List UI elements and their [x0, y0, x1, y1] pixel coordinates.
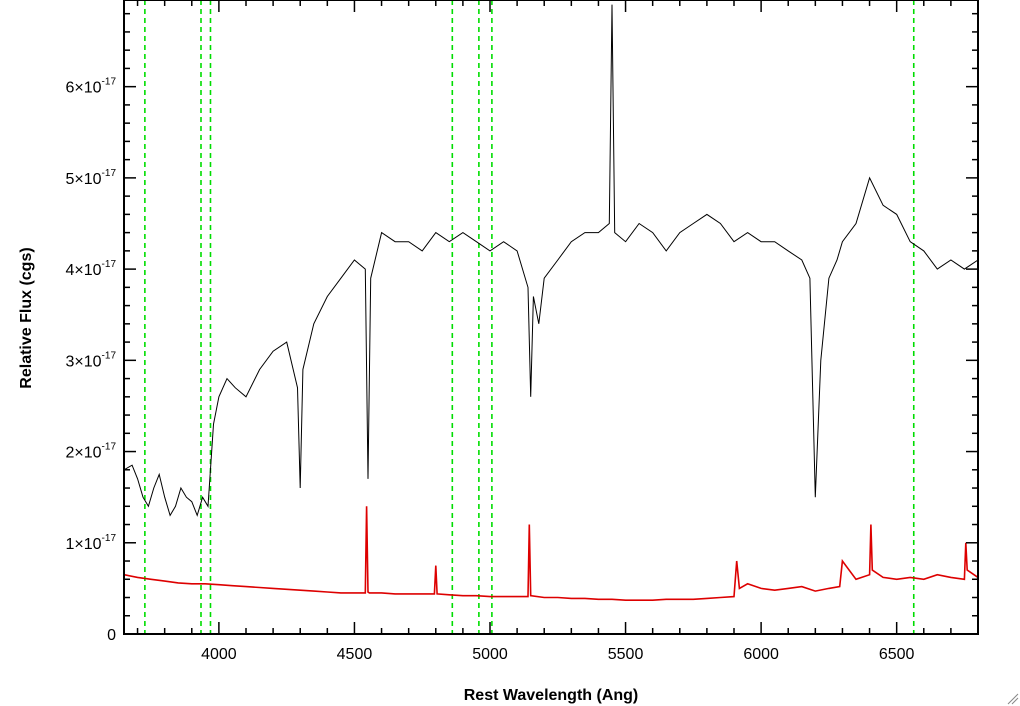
plot-frame: [123, 0, 979, 635]
x-tick-label: 4500: [337, 646, 373, 663]
spectrum-series: [123, 4, 979, 602]
y-tick-label: 6×10-17: [66, 77, 117, 97]
y-axis-ticks: 0 1×10-17 2×10-17 3×10-17 4×10-17 5×10-17 6×10…: [66, 12, 978, 644]
y-tick-label: 2×10-17: [66, 442, 117, 462]
plot-axes: [123, 0, 979, 635]
series-line-1: [123, 506, 979, 602]
y-tick-label: 0: [107, 627, 116, 644]
y-tick-label: 5×10-17: [66, 168, 117, 188]
resize-grip-icon[interactable]: [1007, 693, 1019, 705]
x-tick-label: 5500: [608, 646, 644, 663]
y-axis-label: Relative Flux (cgs): [18, 247, 35, 388]
x-tick-label: 6000: [743, 646, 779, 663]
x-tick-label: 4000: [201, 646, 237, 663]
series-line-0: [123, 4, 979, 517]
x-axis-label: Rest Wavelength (Ang): [464, 687, 639, 704]
y-tick-label: 4×10-17: [66, 259, 117, 279]
y-tick-label: 1×10-17: [66, 533, 117, 553]
y-tick-label: 3×10-17: [66, 350, 117, 370]
x-tick-label: 6500: [879, 646, 915, 663]
x-axis-ticks: 4000 4500 5000 5500 6000 6500: [136, 0, 979, 663]
reference-lines: [144, 0, 915, 634]
x-tick-label: 5000: [472, 646, 508, 663]
